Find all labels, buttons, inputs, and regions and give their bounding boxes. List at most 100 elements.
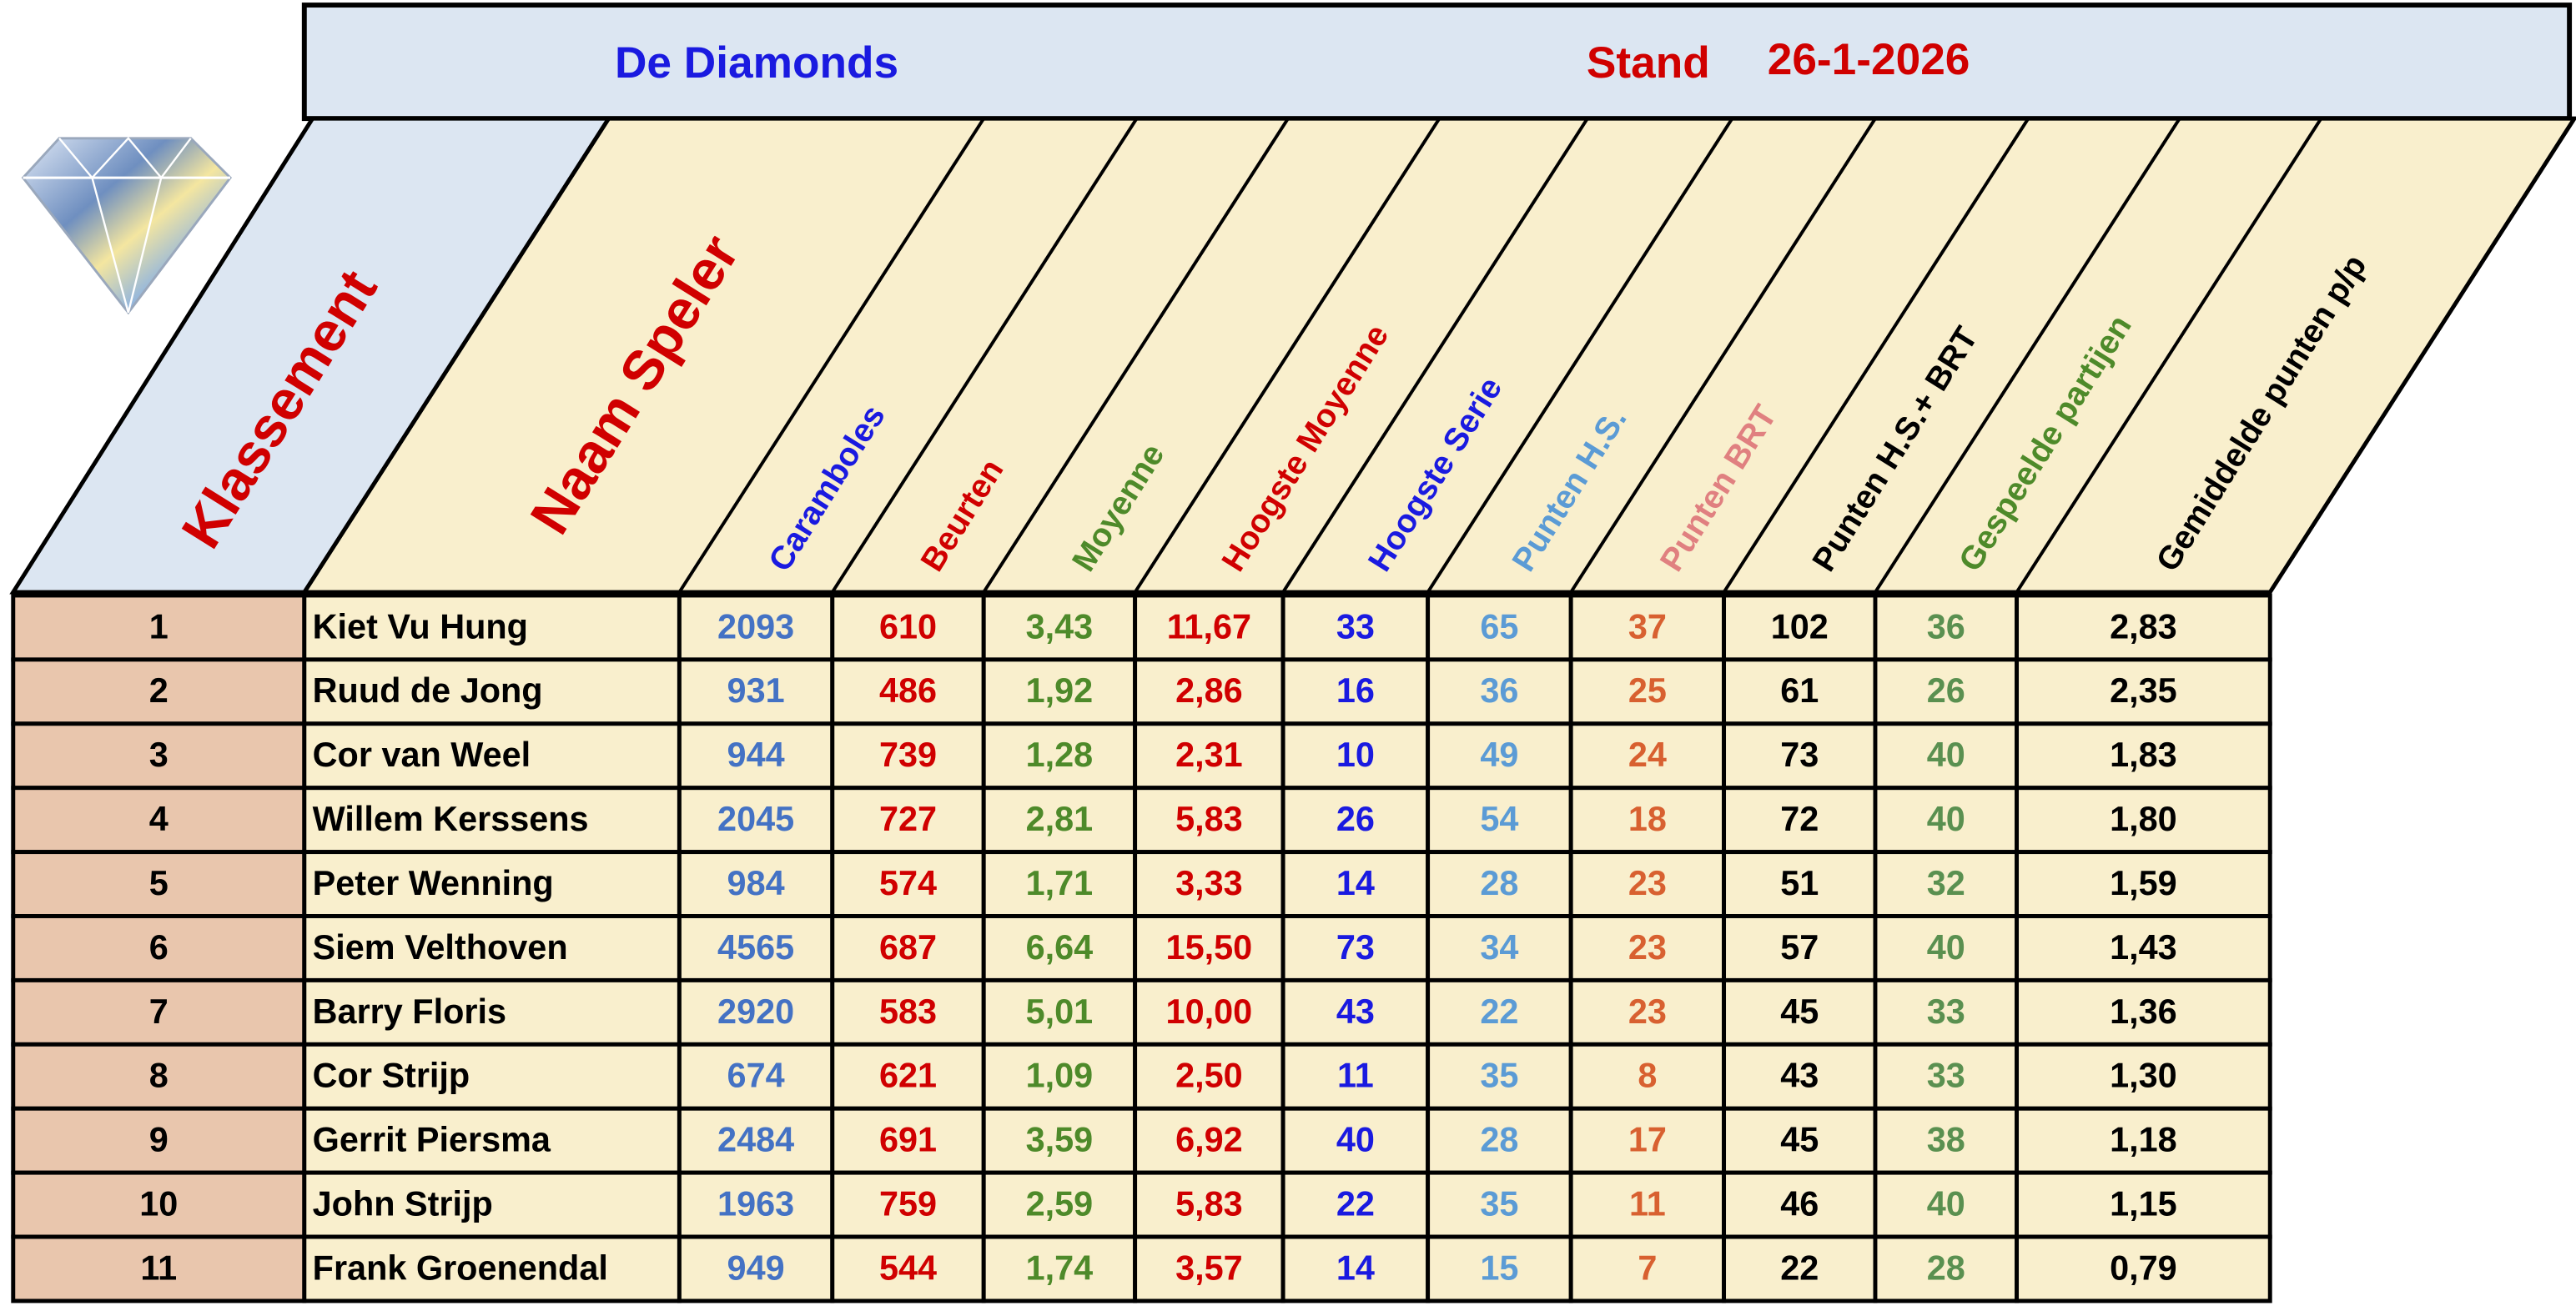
rank-cell — [11, 1234, 307, 1303]
cell-value: 18 — [1628, 800, 1667, 838]
rank-cell — [11, 593, 307, 662]
table-cell — [1133, 1170, 1285, 1239]
cell-value: 37 — [1628, 607, 1667, 645]
table-cell — [1426, 786, 1573, 855]
table-cell — [677, 593, 835, 662]
table-cell — [981, 850, 1138, 918]
table-cell — [1722, 1234, 1878, 1303]
title-banner — [301, 3, 2573, 122]
cell-value: 7 — [1638, 1248, 1657, 1287]
cell-value: 10 — [139, 1184, 178, 1223]
table-cell — [1426, 1234, 1573, 1303]
cell-value: 2920 — [717, 992, 794, 1031]
cell-value: 34 — [1480, 928, 1518, 967]
cell-value: 14 — [1336, 864, 1375, 902]
cell-value: 4 — [149, 800, 169, 838]
table-cell — [677, 850, 835, 918]
table-cell — [981, 1234, 1138, 1303]
cell-value: 2093 — [717, 607, 794, 645]
player-name: Cor Strijp — [313, 1057, 470, 1095]
cell-value: 687 — [879, 928, 937, 967]
player-name: Frank Groenendal — [313, 1248, 608, 1287]
cell-value: 1,59 — [2110, 864, 2177, 902]
cell-value: 33 — [1927, 1057, 1965, 1095]
table-cell — [1280, 1042, 1431, 1111]
cell-value: 33 — [1336, 607, 1375, 645]
cell-value: 10 — [1336, 736, 1375, 774]
header-divider — [677, 118, 985, 594]
cell-value: 28 — [1480, 864, 1518, 902]
table-cell — [1280, 721, 1431, 791]
cell-value: 40 — [1927, 736, 1965, 774]
header-divider — [1281, 118, 1589, 594]
table-cell — [2015, 850, 2272, 918]
cell-value: 22 — [1336, 1184, 1375, 1223]
cell-value: 3,33 — [1175, 864, 1243, 902]
cell-value: 36 — [1480, 671, 1518, 710]
cell-value: 1963 — [717, 1184, 794, 1223]
cell-value: 35 — [1480, 1184, 1518, 1223]
header-divider — [1133, 118, 1441, 594]
cell-value: 739 — [879, 736, 937, 774]
cell-value: 45 — [1780, 1121, 1819, 1159]
table-cell — [981, 721, 1138, 791]
cell-value: 11 — [140, 1248, 177, 1287]
title: De Diamonds — [615, 38, 898, 88]
table-cell — [1568, 977, 1727, 1047]
rank-cell — [11, 977, 307, 1047]
cell-value: 1,15 — [2110, 1184, 2177, 1223]
header-divider — [831, 118, 1139, 594]
cell-value: 72 — [1780, 800, 1819, 838]
cell-value: 73 — [1336, 928, 1375, 967]
header-divider — [1722, 118, 2030, 594]
cell-value: 949 — [727, 1248, 785, 1287]
cell-value: 2,31 — [1175, 736, 1243, 774]
table-cell — [2015, 1042, 2272, 1111]
cell-value: 1,83 — [2110, 736, 2177, 774]
table-cell — [302, 786, 682, 855]
cell-value: 4565 — [717, 928, 794, 967]
cell-value: 2,81 — [1026, 800, 1094, 838]
cell-value: 25 — [1628, 671, 1667, 710]
table-cell — [1873, 786, 2020, 855]
table-cell — [302, 1042, 682, 1111]
table-cell — [1133, 786, 1285, 855]
cell-value: 1,28 — [1026, 736, 1094, 774]
cell-value: 3,57 — [1175, 1248, 1243, 1287]
rank-cell — [11, 914, 307, 982]
cell-value: 2,35 — [2110, 671, 2177, 710]
cell-value: 38 — [1927, 1121, 1965, 1159]
cell-value: 6,64 — [1026, 928, 1094, 967]
rank-cell — [11, 1106, 307, 1175]
cell-value: 3,59 — [1026, 1121, 1094, 1159]
header-divider — [982, 118, 1290, 594]
cell-value: 8 — [149, 1057, 169, 1095]
cell-value: 33 — [1927, 992, 1965, 1031]
cell-value: 57 — [1780, 928, 1819, 967]
table-cell — [2015, 977, 2272, 1047]
table-cell — [2015, 1170, 2272, 1239]
cell-value: 43 — [1336, 992, 1375, 1031]
table-cell — [981, 1042, 1138, 1111]
cell-value: 583 — [879, 992, 937, 1031]
cell-value: 931 — [727, 671, 785, 710]
cell-value: 5,01 — [1026, 992, 1094, 1031]
table-cell — [302, 593, 682, 662]
cell-value: 6 — [149, 928, 169, 967]
cell-value: 23 — [1628, 928, 1667, 967]
cell-value: 40 — [1927, 928, 1965, 967]
cell-value: 65 — [1480, 607, 1518, 645]
cell-value: 24 — [1628, 736, 1667, 774]
table-cell — [1280, 593, 1431, 662]
player-name: Cor van Weel — [313, 736, 531, 774]
table-cell — [981, 593, 1138, 662]
cell-value: 691 — [879, 1121, 937, 1159]
table-cell — [1133, 914, 1285, 982]
player-name: Siem Velthoven — [313, 928, 568, 967]
cell-value: 22 — [1480, 992, 1518, 1031]
table-cell — [677, 721, 835, 791]
table-cell — [302, 977, 682, 1047]
cell-value: 1,36 — [2110, 992, 2177, 1031]
stand-label: Stand — [1587, 38, 1710, 88]
